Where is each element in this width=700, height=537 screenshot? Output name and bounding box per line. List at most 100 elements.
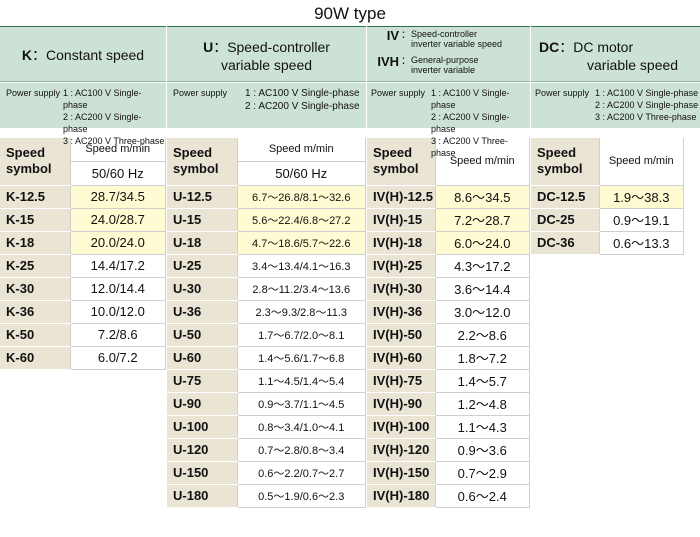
speed-value: 5.6～22.4/6.8～27.2 xyxy=(236,208,366,232)
table-row: U-75 1.1～4.5/1.4～5.4 xyxy=(167,369,366,393)
table-row: U-18 4.7～18.6/5.7～22.6 xyxy=(167,231,366,255)
speed-value: 0.9～3.7/1.1～4.5 xyxy=(236,392,366,416)
power-label: Power supply xyxy=(6,88,61,98)
table-row: U-25 3.4～13.4/4.1～16.3 xyxy=(167,254,366,278)
group-dc-power: Power supply 1 : AC100 V Single-phase 2 … xyxy=(531,82,700,128)
table-row: K-18 20.0/24.0 xyxy=(0,231,166,255)
speed-value: 4.3～17.2 xyxy=(434,254,530,278)
hz-header: 50/60 Hz xyxy=(69,161,166,186)
speed-value: 1.1～4.5/1.4～5.4 xyxy=(236,369,366,393)
table-row: IV(H)-25 4.3～17.2 xyxy=(367,254,530,278)
speed-value: 1.1～4.3 xyxy=(434,415,530,439)
page-title: 90W type xyxy=(314,4,386,23)
table-row: U-36 2.3～9.3/2.8～11.3 xyxy=(167,300,366,324)
table-row: IV(H)-150 0.7～2.9 xyxy=(367,461,530,485)
speed-symbol: U-12.5 xyxy=(167,185,237,209)
speed-value: 2.2～8.6 xyxy=(434,323,530,347)
table-row: U-180 0.5～1.9/0.6～2.3 xyxy=(167,484,366,508)
speed-symbol: IV(H)-25 xyxy=(367,254,435,278)
group-ivh-code: IVH xyxy=(377,54,399,69)
table-row: IV(H)-15 7.2～28.7 xyxy=(367,208,530,232)
group-u-power: Power supply 1 : AC100 V Single-phase 2 … xyxy=(167,82,366,128)
speed-table: K：Constant speed Power supply 1 : AC100 … xyxy=(0,26,700,537)
speed-value: 6.7～26.8/8.1～32.6 xyxy=(236,185,366,209)
group-u-name-1: Speed-controller xyxy=(227,39,330,55)
speed-symbol: IV(H)-18 xyxy=(367,231,435,255)
table-row: IV(H)-100 1.1～4.3 xyxy=(367,415,530,439)
power-line-2: 2 : AC200 V Single-phase xyxy=(63,112,142,134)
group-k-code: K xyxy=(21,47,33,63)
speed-symbol: DC-25 xyxy=(531,208,599,232)
speed-value: 12.0/14.4 xyxy=(69,277,166,301)
speed-symbol: IV(H)-36 xyxy=(367,300,435,324)
group-dc-header: DC：DC motor variable speed xyxy=(531,26,700,82)
table-row: IV(H)-120 0.9～3.6 xyxy=(367,438,530,462)
group-k-name: Constant speed xyxy=(46,47,145,63)
table-row: U-60 1.4～5.6/1.7～6.8 xyxy=(167,346,366,370)
group-dc-name-2: variable speed xyxy=(587,57,679,73)
table-row: K-15 24.0/28.7 xyxy=(0,208,166,232)
speed-value: 24.0/28.7 xyxy=(69,208,166,232)
speed-value: 2.8～11.2/3.4～13.6 xyxy=(236,277,366,301)
group-u-sep: ： xyxy=(213,39,228,55)
table-row: U-90 0.9～3.7/1.1～4.5 xyxy=(167,392,366,416)
speed-value: 1.7～6.7/2.0～8.1 xyxy=(236,323,366,347)
speed-symbol: K-30 xyxy=(0,277,70,301)
group-u-header: U：Speed-controller variable speed xyxy=(167,26,366,82)
group-u-table: Speed symbol Speed m/min 50/60 Hz U-12.5 6… xyxy=(167,138,366,508)
speed-value: 2.3～9.3/2.8～11.3 xyxy=(236,300,366,324)
table-row: IV(H)-30 3.6～14.4 xyxy=(367,277,530,301)
speed-symbol-header: Speed symbol xyxy=(0,138,70,186)
speed-value: 7.2/8.6 xyxy=(69,323,166,347)
power-line-1: 1 : AC100 V Single-phase xyxy=(63,88,142,110)
group-u-name-2: variable speed xyxy=(220,57,313,73)
group-k-power: Power supply 1 : AC100 V Single-phase 2 … xyxy=(0,82,166,146)
speed-value: 20.0/24.0 xyxy=(69,231,166,255)
table-row: K-60 6.0/7.2 xyxy=(0,346,166,370)
group-iv: IV ：Speed-controller inverter variable spe… xyxy=(367,26,530,508)
speed-symbol: U-18 xyxy=(167,231,237,255)
speed-value: 0.7～2.8/0.8～3.4 xyxy=(236,438,366,462)
speed-value: 0.9～19.1 xyxy=(598,208,684,232)
speed-symbol: K-12.5 xyxy=(0,185,70,209)
table-row: U-12.5 6.7～26.8/8.1～32.6 xyxy=(167,185,366,209)
speed-symbol: IV(H)-100 xyxy=(367,415,435,439)
speed-symbol: IV(H)-75 xyxy=(367,369,435,393)
header-divider xyxy=(530,26,531,128)
group-k-sep: ： xyxy=(32,47,47,63)
table-row: IV(H)-75 1.4～5.7 xyxy=(367,369,530,393)
speed-symbol: IV(H)-60 xyxy=(367,346,435,370)
group-u: U：Speed-controller variable speed Power … xyxy=(167,26,366,508)
speed-symbol: IV(H)-90 xyxy=(367,392,435,416)
speed-value: 0.9～3.6 xyxy=(434,438,530,462)
speed-symbol: IV(H)-180 xyxy=(367,484,435,508)
speed-symbol: U-60 xyxy=(167,346,237,370)
speed-value: 0.6～2.4 xyxy=(434,484,530,508)
header-divider xyxy=(366,26,367,128)
speed-symbol: U-15 xyxy=(167,208,237,232)
group-dc-code: DC xyxy=(539,39,560,55)
speed-value: 14.4/17.2 xyxy=(69,254,166,278)
table-row: IV(H)-90 1.2～4.8 xyxy=(367,392,530,416)
table-row: U-15 5.6～22.4/6.8～27.2 xyxy=(167,208,366,232)
speed-value: 7.2～28.7 xyxy=(434,208,530,232)
table-row: DC-36 0.6～13.3 xyxy=(531,231,684,255)
speed-symbol: K-36 xyxy=(0,300,70,324)
table-row: DC-25 0.9～19.1 xyxy=(531,208,684,232)
speed-value: 6.0～24.0 xyxy=(434,231,530,255)
table-row: U-100 0.8～3.4/1.0～4.1 xyxy=(167,415,366,439)
speed-value: 4.7～18.6/5.7～22.6 xyxy=(236,231,366,255)
group-k-table: Speed symbol Speed m/min 50/60 Hz K-12.5 2… xyxy=(0,138,166,370)
speed-symbol: K-50 xyxy=(0,323,70,347)
speed-value: 0.5～1.9/0.6～2.3 xyxy=(236,484,366,508)
table-row: IV(H)-180 0.6～2.4 xyxy=(367,484,530,508)
speed-symbol: U-36 xyxy=(167,300,237,324)
speed-value: 1.9～38.3 xyxy=(598,185,684,209)
speed-value: 1.4～5.7 xyxy=(434,369,530,393)
table-row: U-50 1.7～6.7/2.0～8.1 xyxy=(167,323,366,347)
speed-value: 10.0/12.0 xyxy=(69,300,166,324)
speed-symbol: U-75 xyxy=(167,369,237,393)
table-row: U-30 2.8～11.2/3.4～13.6 xyxy=(167,277,366,301)
speed-symbol: U-50 xyxy=(167,323,237,347)
speed-value: 8.6～34.5 xyxy=(434,185,530,209)
